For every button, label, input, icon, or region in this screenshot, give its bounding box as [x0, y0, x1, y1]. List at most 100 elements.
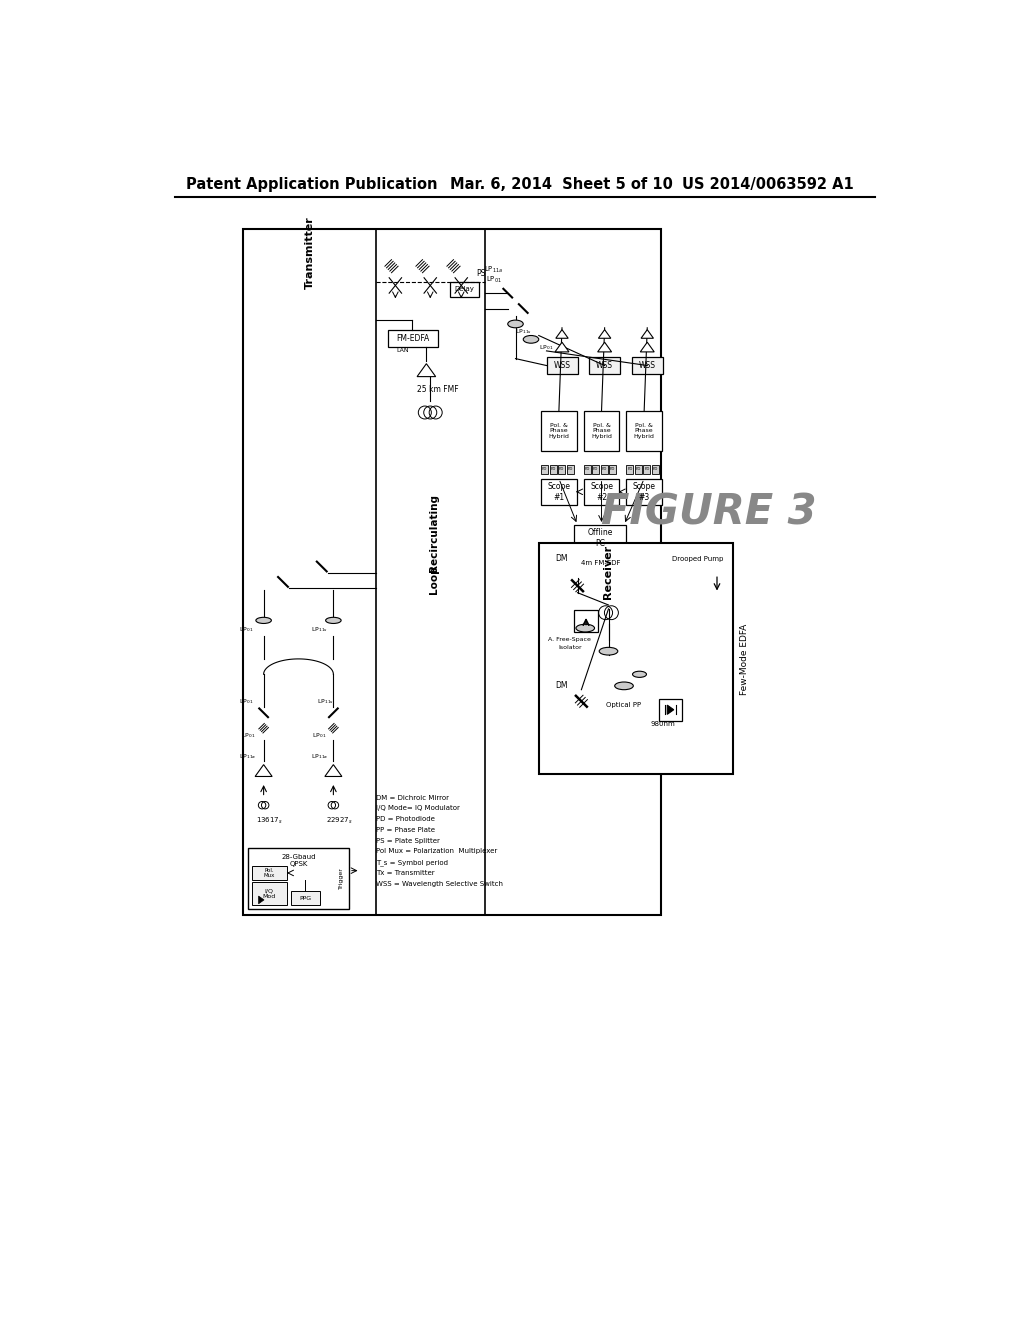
Text: FIGURE 3: FIGURE 3: [601, 491, 817, 533]
Text: PD: PD: [567, 467, 572, 471]
Polygon shape: [255, 764, 272, 776]
Bar: [632, 356, 663, 374]
Text: WSS: WSS: [596, 362, 613, 370]
Bar: [573, 525, 627, 552]
Bar: [592, 465, 599, 474]
Text: PD: PD: [551, 467, 556, 471]
Text: Trigger: Trigger: [339, 867, 344, 890]
Text: T_s = Symbol period: T_s = Symbol period: [376, 859, 449, 866]
Text: Mar. 6, 2014  Sheet 5 of 10: Mar. 6, 2014 Sheet 5 of 10: [450, 177, 673, 193]
Text: LP$_{01}$: LP$_{01}$: [485, 275, 502, 285]
Text: A. Free-Space: A. Free-Space: [548, 638, 591, 642]
Text: Pol. &
Phase
Hybrid: Pol. & Phase Hybrid: [591, 422, 612, 440]
Text: I/Q Mode= IQ Modulator: I/Q Mode= IQ Modulator: [376, 805, 460, 812]
Polygon shape: [668, 705, 674, 714]
Polygon shape: [556, 330, 568, 338]
Text: Pol.
Mux: Pol. Mux: [263, 867, 274, 878]
Text: WSS: WSS: [554, 362, 570, 370]
Text: Delay: Delay: [455, 286, 474, 292]
Text: Transmitter: Transmitter: [305, 216, 315, 289]
Bar: [541, 411, 577, 451]
Bar: [291, 891, 321, 906]
Text: LP$_{11a}$: LP$_{11a}$: [240, 752, 257, 762]
Text: PD: PD: [585, 467, 590, 471]
Text: PD: PD: [593, 467, 598, 471]
Text: Few-Mode EDFA: Few-Mode EDFA: [739, 623, 749, 694]
Text: LP$_{01}$: LP$_{01}$: [241, 731, 255, 741]
Bar: [627, 411, 662, 451]
Text: Offline
PC: Offline PC: [588, 528, 612, 548]
Text: PS: PS: [476, 269, 485, 279]
Text: Receiver: Receiver: [603, 545, 613, 599]
Text: Scope
#2: Scope #2: [590, 482, 613, 502]
Text: 25 km FMF: 25 km FMF: [417, 385, 459, 393]
Text: DM: DM: [556, 554, 568, 564]
Text: PD: PD: [559, 467, 564, 471]
Text: $13617_s$: $13617_s$: [256, 816, 283, 826]
Text: LP$_{11a}$: LP$_{11a}$: [484, 265, 504, 275]
Text: PD: PD: [601, 467, 607, 471]
Text: Recirculating: Recirculating: [429, 495, 439, 573]
Bar: [558, 465, 565, 474]
Text: PD: PD: [610, 467, 615, 471]
Polygon shape: [640, 342, 654, 352]
Bar: [550, 465, 557, 474]
Bar: [584, 479, 620, 506]
Text: PP = Phase Plate: PP = Phase Plate: [376, 826, 435, 833]
Bar: [541, 465, 548, 474]
Polygon shape: [325, 764, 342, 776]
Bar: [388, 330, 438, 347]
Text: FM-EDFA: FM-EDFA: [396, 334, 429, 343]
Bar: [252, 866, 287, 880]
Text: LP$_{11s}$: LP$_{11s}$: [317, 697, 334, 706]
Bar: [248, 847, 349, 909]
Text: PD: PD: [542, 467, 547, 471]
Text: LAN: LAN: [397, 348, 410, 354]
Text: 4m FM-EDF: 4m FM-EDF: [581, 560, 621, 566]
Ellipse shape: [326, 618, 341, 623]
Text: PPG: PPG: [299, 896, 311, 900]
Text: Scope
#1: Scope #1: [548, 482, 570, 502]
Text: LP$_{11a}$: LP$_{11a}$: [311, 752, 328, 762]
Polygon shape: [598, 342, 611, 352]
Bar: [584, 465, 591, 474]
Text: QPSK: QPSK: [290, 862, 307, 867]
Text: PS = Plate Splitter: PS = Plate Splitter: [376, 838, 440, 843]
Bar: [643, 465, 650, 474]
Text: LP$_{01}$: LP$_{01}$: [540, 343, 554, 351]
Bar: [539, 544, 732, 775]
Text: Scope
#3: Scope #3: [633, 482, 655, 502]
Text: I/Q
Mod: I/Q Mod: [262, 888, 275, 899]
Ellipse shape: [614, 682, 633, 690]
Bar: [601, 465, 607, 474]
Text: DM = Dichroic Mirror: DM = Dichroic Mirror: [376, 795, 449, 800]
Text: US 2014/0063592 A1: US 2014/0063592 A1: [682, 177, 854, 193]
Bar: [652, 465, 658, 474]
Polygon shape: [598, 330, 611, 338]
Text: Optical PP: Optical PP: [606, 702, 642, 708]
Text: $22927_s$: $22927_s$: [326, 816, 352, 826]
Text: LP$_{01}$: LP$_{01}$: [239, 697, 253, 706]
Ellipse shape: [256, 618, 271, 623]
Ellipse shape: [575, 624, 595, 632]
Bar: [658, 700, 682, 721]
Text: Pol Mux = Polarization  Multiplexer: Pol Mux = Polarization Multiplexer: [376, 849, 498, 854]
Text: LP$_{01}$: LP$_{01}$: [239, 626, 253, 634]
Text: Patent Application Publication: Patent Application Publication: [186, 177, 437, 193]
Text: Drooped Pump: Drooped Pump: [672, 556, 723, 562]
Ellipse shape: [599, 647, 617, 655]
Text: PD: PD: [627, 467, 633, 471]
Text: LP$_{11s}$: LP$_{11s}$: [311, 626, 328, 634]
Text: PD: PD: [636, 467, 641, 471]
Text: 28-Gbaud: 28-Gbaud: [282, 854, 315, 859]
Bar: [566, 465, 573, 474]
Polygon shape: [259, 896, 264, 904]
Text: LP$_{01}$: LP$_{01}$: [312, 731, 327, 741]
Text: 980nm: 980nm: [650, 721, 675, 727]
Polygon shape: [641, 330, 653, 338]
Bar: [243, 230, 662, 915]
Text: Loop: Loop: [429, 565, 439, 594]
Text: PD: PD: [644, 467, 649, 471]
Bar: [573, 610, 598, 632]
Text: Tx = Transmitter: Tx = Transmitter: [376, 870, 434, 876]
